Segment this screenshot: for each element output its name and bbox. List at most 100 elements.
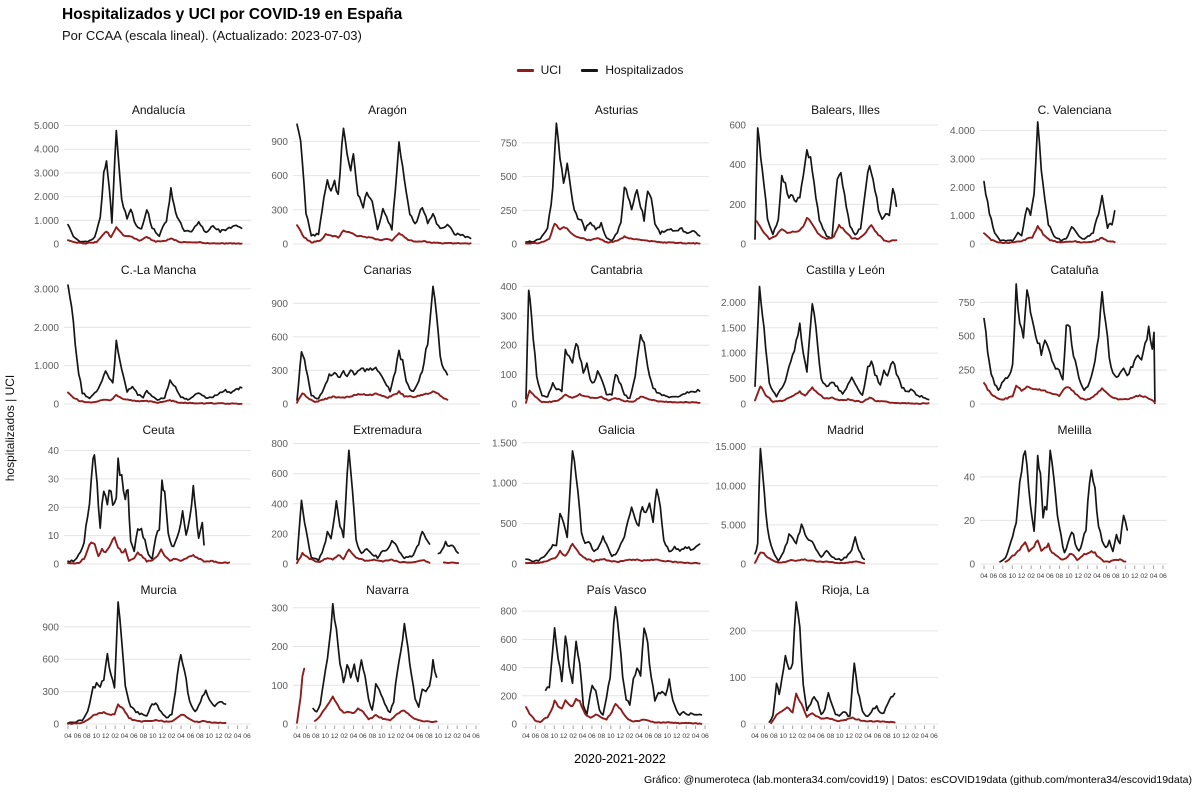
facet-aragón: Aragón 0 300 600 900: [253, 103, 482, 263]
x-tick-label: 08: [369, 733, 377, 740]
y-tick-label: 300: [271, 366, 288, 377]
x-tick-label: 04: [1037, 573, 1045, 580]
facet-murcia: Murcia 0 300 600 900 04 06 08 10 12 02 04 06 08 10 12 02…: [24, 583, 253, 743]
x-tick-label: 08: [312, 733, 320, 740]
x-tick-label: 04: [522, 733, 530, 740]
facet-title: Galicia: [598, 423, 635, 437]
legend-hospitalizados-label: Hospitalizados: [605, 63, 684, 77]
x-tick-label: 10: [206, 733, 214, 740]
hospitalizados-line: [754, 285, 930, 401]
x-tick-label: 06: [243, 733, 251, 740]
y-tick-label: 600: [729, 120, 746, 131]
facet-title: País Vasco: [586, 583, 647, 597]
x-tick-label: 12: [845, 733, 853, 740]
y-tick-label: 1.000: [492, 479, 517, 490]
hospitalizados-line: [67, 454, 205, 563]
x-tick-label: 10: [435, 733, 443, 740]
y-tick-label: 4.000: [34, 145, 59, 156]
facet-castilla-y-león: Castilla y León 0 500 1.000 1.500 2.000: [711, 263, 940, 423]
y-tick-label: 0: [53, 720, 59, 731]
y-tick-label: 300: [42, 687, 59, 698]
x-tick-label: 10: [1065, 573, 1073, 580]
x-tick-label: 04: [579, 733, 587, 740]
facet-extremadura: Extremadura 0 200 400 600 800: [253, 423, 482, 583]
x-tick-label: 12: [387, 733, 395, 740]
x-tick-label: 04: [692, 733, 700, 740]
x-tick-label: 04: [293, 733, 301, 740]
facet-title: Madrid: [827, 423, 864, 437]
y-tick-label: 600: [271, 332, 288, 343]
y-tick-label: 10.000: [715, 481, 746, 492]
legend: UCI Hospitalizados: [0, 63, 1200, 77]
y-tick-label: 0: [740, 560, 746, 571]
x-tick-label: 10: [149, 733, 157, 740]
y-tick-label: 200: [729, 626, 746, 637]
y-tick-label: 3.000: [34, 168, 59, 179]
x-tick-label: 08: [999, 573, 1007, 580]
y-tick-label: 0: [740, 240, 746, 251]
x-tick-label: 06: [74, 733, 82, 740]
x-tick-label: 08: [598, 733, 606, 740]
x-tick-label: 04: [121, 733, 129, 740]
y-tick-label: 2.000: [34, 192, 59, 203]
x-tick-label: 02: [453, 733, 461, 740]
y-tick-label: 3.000: [950, 154, 975, 165]
page-title: Hospitalizados y UCI por COVID-19 en Esp…: [62, 6, 403, 23]
x-tick-label: 06: [1103, 573, 1111, 580]
y-tick-label: 900: [271, 299, 288, 310]
x-tick-label: 04: [406, 733, 414, 740]
x-tick-label: 06: [588, 733, 596, 740]
facet-title: Extremadura: [353, 423, 422, 437]
hospitalizados-line: [544, 606, 703, 716]
x-tick-label: 12: [1018, 573, 1026, 580]
y-tick-label: 0: [969, 240, 975, 251]
x-tick-label: 02: [224, 733, 232, 740]
x-axis-label: 2020-2021-2022: [574, 752, 666, 766]
x-tick-label: 10: [550, 733, 558, 740]
y-tick-label: 400: [271, 499, 288, 510]
y-tick-label: 1.000: [34, 216, 59, 227]
facet-melilla: Melilla 0 20 40 04 06 08 10 12 02 04 06 08 10 12 02 04 06…: [940, 423, 1169, 583]
x-tick-label: 04: [1150, 573, 1158, 580]
x-tick-label: 10: [1122, 573, 1130, 580]
x-tick-label: 04: [808, 733, 816, 740]
facet-asturias: Asturias 0 250 500 750: [482, 103, 711, 263]
facet-title: Asturias: [594, 103, 639, 117]
y-tick-label: 40: [964, 472, 976, 483]
facet-title: Aragón: [368, 103, 407, 117]
x-tick-label: 12: [215, 733, 223, 740]
x-tick-label: 10: [607, 733, 615, 740]
y-tick-label: 5.000: [34, 121, 59, 132]
y-tick-label: 200: [271, 642, 288, 653]
y-tick-label: 30: [48, 474, 60, 485]
x-tick-label: 06: [472, 733, 480, 740]
facet-plot: 0 300 600 900: [271, 285, 480, 411]
y-tick-label: 750: [958, 298, 975, 309]
y-tick-label: 500: [500, 172, 517, 183]
y-tick-label: 500: [500, 519, 517, 530]
x-tick-label: 02: [682, 733, 690, 740]
y-tick-label: 3.000: [34, 284, 59, 295]
uci-line: [1004, 539, 1127, 564]
x-tick-label: 02: [798, 733, 806, 740]
y-tick-label: 0: [53, 240, 59, 251]
y-tick-label: 0: [511, 400, 517, 411]
uci-line: [67, 391, 243, 405]
facet-title: Navarra: [366, 583, 409, 597]
uci-line: [296, 224, 472, 245]
facet-title: Cataluña: [1050, 263, 1099, 277]
x-tick-label: 08: [425, 733, 433, 740]
facet-ceuta: Ceuta 0 10 20 30 40: [24, 423, 253, 583]
y-tick-label: 300: [500, 311, 517, 322]
x-tick-label: 02: [1140, 573, 1148, 580]
facet-plot: 0 200 400 600: [729, 120, 938, 251]
hospitalizados-line: [312, 602, 438, 714]
y-tick-label: 1.000: [950, 211, 975, 222]
x-tick-label: 12: [789, 733, 797, 740]
y-tick-label: 2.000: [950, 183, 975, 194]
facet-plot: 0 1.000 2.000 3.000: [34, 284, 251, 411]
y-tick-label: 0: [969, 400, 975, 411]
